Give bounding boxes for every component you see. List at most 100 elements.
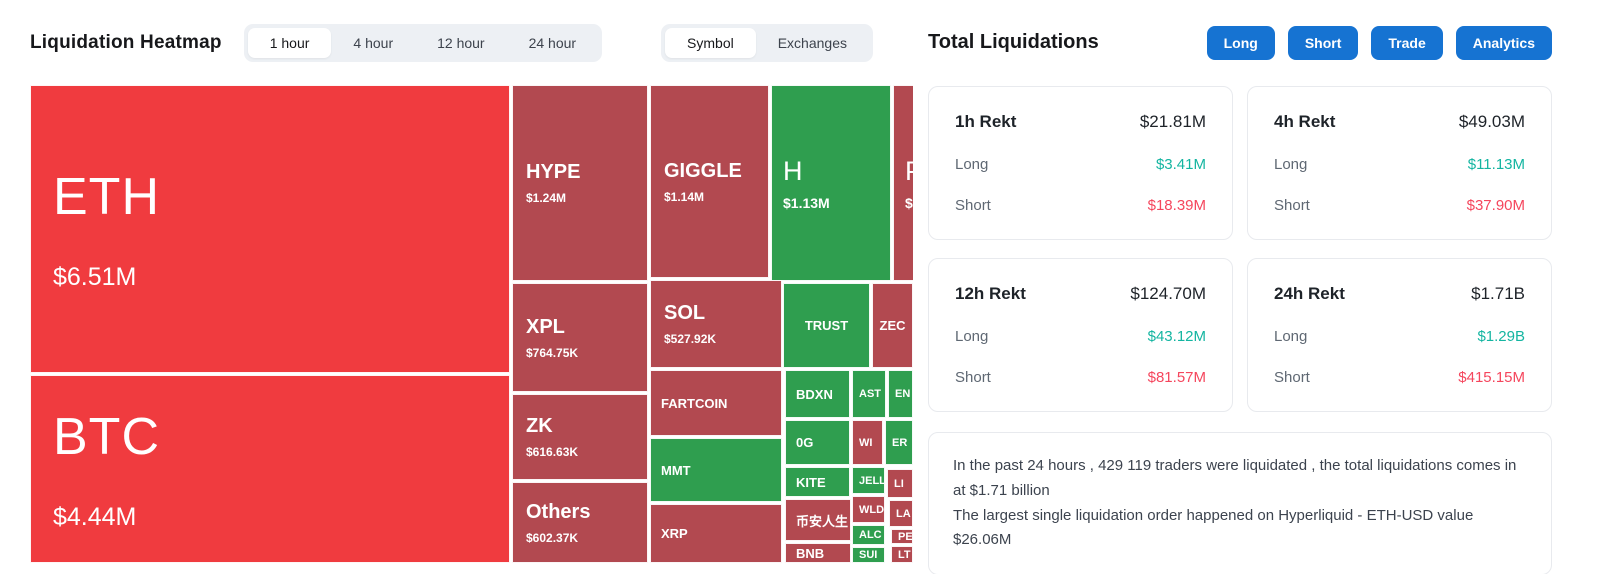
stat-card-24h-rekt: 24h Rekt $1.71B Long $1.29B Short $415.15M xyxy=(1247,258,1552,412)
stat-row-long: Long $1.29B xyxy=(1274,328,1525,345)
tile-btc[interactable]: BTC $4.44M xyxy=(30,375,510,563)
stat-card-title: 12h Rekt xyxy=(955,284,1026,303)
tile-lt[interactable]: LT xyxy=(891,546,913,563)
tile-zec[interactable]: ZEC xyxy=(872,283,913,368)
tile-label: KITE xyxy=(796,474,826,490)
short-button[interactable]: Short xyxy=(1287,25,1359,60)
totals-header: Total Liquidations Long Short Trade Analyti… xyxy=(928,0,1552,85)
short-value: $81.57M xyxy=(1147,369,1206,386)
time-tab-1-hour[interactable]: 1 hour xyxy=(247,27,332,58)
liquidation-treemap: ETH $6.51M BTC $4.44M HYPE $1.24M XPL $764.75K Z… xyxy=(30,85,913,563)
tile-label: XPL xyxy=(526,315,565,338)
view-tab-symbol[interactable]: Symbol xyxy=(665,27,756,58)
tile-wld[interactable]: WLD xyxy=(852,496,885,523)
tile-giggle[interactable]: GIGGLE $1.14M xyxy=(650,85,769,278)
tile-label: H xyxy=(783,155,803,186)
heatmap-header: Liquidation Heatmap 1 hour 4 hour 12 hour 2… xyxy=(30,0,913,85)
tile-cn-label[interactable]: 币安人生 xyxy=(785,499,851,541)
tile-label: TRUST xyxy=(804,318,849,333)
tile-h[interactable]: H $1.13M xyxy=(771,85,891,281)
tile-label: MMT xyxy=(661,462,691,478)
tile-en[interactable]: EN xyxy=(888,370,913,418)
tile-pe[interactable]: PE xyxy=(891,529,913,544)
tile-label: BTC xyxy=(53,407,160,466)
stat-row-short: Short $18.39M xyxy=(955,197,1206,214)
trade-button[interactable]: Trade xyxy=(1371,25,1443,60)
view-tab-exchanges[interactable]: Exchanges xyxy=(756,28,869,58)
tile-label: SOL xyxy=(664,302,706,324)
tile-trust[interactable]: TRUST xyxy=(783,283,870,368)
time-tab-24-hour[interactable]: 24 hour xyxy=(507,28,598,58)
tile-value: $764.75K xyxy=(526,345,579,360)
short-label: Short xyxy=(1274,369,1310,386)
tile-li[interactable]: LI xyxy=(887,469,913,498)
long-label: Long xyxy=(955,156,989,173)
tile-label: 币安人生 xyxy=(796,513,849,529)
view-toggle: Symbol Exchanges xyxy=(661,23,873,62)
tile-others[interactable]: Others $602.37K xyxy=(512,482,648,563)
tile-wi[interactable]: WI xyxy=(852,420,883,465)
tile-xrp[interactable]: XRP xyxy=(650,504,782,563)
tile-value: $882 xyxy=(905,194,913,211)
stat-card-total: $124.70M xyxy=(1130,284,1206,303)
short-label: Short xyxy=(1274,197,1310,214)
tile-bnb[interactable]: BNB xyxy=(785,543,851,563)
stat-card-total: $21.81M xyxy=(1139,112,1206,131)
tile-label: AST xyxy=(859,388,881,400)
stat-row-total: 4h Rekt $49.03M xyxy=(1274,112,1525,132)
tile-label: 0G xyxy=(796,435,814,450)
long-button[interactable]: Long xyxy=(1206,25,1275,60)
stat-card-title: 1h Rekt xyxy=(955,112,1017,131)
stat-row-total: 1h Rekt $21.81M xyxy=(955,112,1206,132)
tile-label: XRP xyxy=(661,526,688,541)
tile-er[interactable]: ER xyxy=(885,420,913,465)
tile-label: BNB xyxy=(796,545,825,561)
tile-value: $527.92K xyxy=(664,332,717,346)
stat-card-title: 4h Rekt xyxy=(1274,112,1336,131)
tile-value: $4.44M xyxy=(53,502,137,531)
tile-label: SUI xyxy=(859,549,878,561)
stat-card-1h-rekt: 1h Rekt $21.81M Long $3.41M Short $18.39M xyxy=(928,86,1233,240)
long-value: $1.29B xyxy=(1477,328,1525,345)
tile-xpl[interactable]: XPL $764.75K xyxy=(512,283,648,392)
stat-card-total: $49.03M xyxy=(1458,112,1525,131)
tile-sol[interactable]: SOL $527.92K xyxy=(650,280,782,368)
total-liquidations-title: Total Liquidations xyxy=(928,31,1099,53)
short-value: $18.39M xyxy=(1147,197,1206,214)
tile-kite[interactable]: KITE xyxy=(785,467,850,497)
time-tab-12-hour[interactable]: 12 hour xyxy=(415,28,506,58)
summary-line-1: In the past 24 hours , 429 119 traders w… xyxy=(953,457,1517,499)
tile-value: $616.63K xyxy=(526,445,579,459)
tile-value: $1.24M xyxy=(526,191,567,205)
tile-alc[interactable]: ALC xyxy=(852,525,885,545)
tile-label: WI xyxy=(859,436,873,449)
tile-label: ZEC xyxy=(879,318,906,333)
tile-ast[interactable]: AST xyxy=(852,370,886,418)
tile-value: $1.14M xyxy=(664,189,705,204)
stat-row-long: Long $3.41M xyxy=(955,156,1206,173)
short-value: $415.15M xyxy=(1458,369,1525,386)
tile-mmt[interactable]: MMT xyxy=(650,438,782,502)
tile-bdxn[interactable]: BDXN xyxy=(785,370,850,418)
tile-jell[interactable]: JELL xyxy=(852,467,885,494)
tile-sui[interactable]: SUI xyxy=(852,547,885,563)
tile-0g[interactable]: 0G xyxy=(785,420,850,465)
tile-label: LI xyxy=(894,477,904,490)
tile-eth[interactable]: ETH $6.51M xyxy=(30,85,510,373)
tile-label: PE xyxy=(898,530,913,543)
tile-pu[interactable]: PU $882 xyxy=(893,85,913,281)
summary-line-2: The largest single liquidation order hap… xyxy=(953,506,1474,549)
short-value: $37.90M xyxy=(1466,197,1525,214)
totals-section: Total Liquidations Long Short Trade Analyti… xyxy=(928,0,1600,574)
tile-hype[interactable]: HYPE $1.24M xyxy=(512,85,648,281)
long-value: $43.12M xyxy=(1147,328,1206,345)
time-tab-4-hour[interactable]: 4 hour xyxy=(331,28,415,58)
tile-zk[interactable]: ZK $616.63K xyxy=(512,394,648,480)
page-title: Liquidation Heatmap xyxy=(30,31,222,53)
analytics-button[interactable]: Analytics xyxy=(1455,25,1552,60)
tile-la[interactable]: LA xyxy=(889,500,913,527)
stat-row-total: 24h Rekt $1.71B xyxy=(1274,284,1525,304)
tile-fartcoin[interactable]: FARTCOIN xyxy=(650,370,782,436)
action-buttons: Long Short Trade Analytics xyxy=(1206,25,1552,60)
